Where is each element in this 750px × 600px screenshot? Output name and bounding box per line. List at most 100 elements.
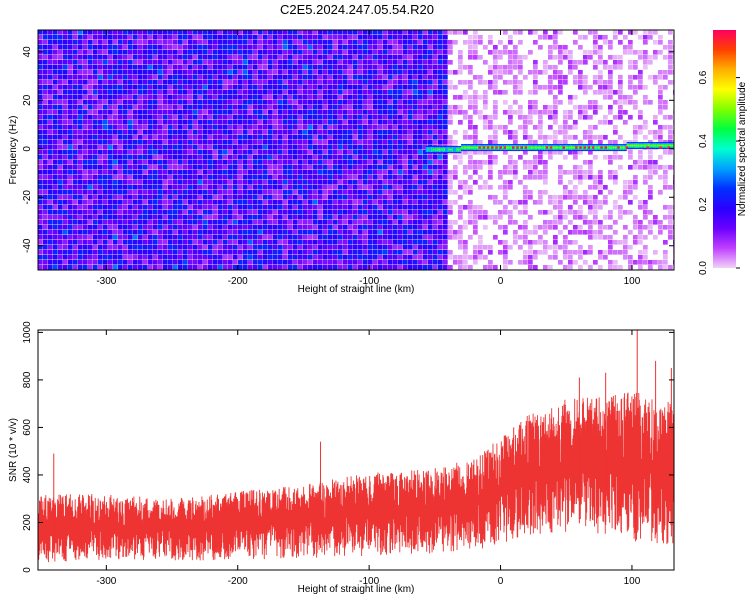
heatmap-cell (228, 200, 233, 205)
heatmap-cell (648, 260, 653, 265)
heatmap-cell (113, 205, 118, 210)
heatmap-cell (388, 145, 393, 150)
heatmap-cell (423, 100, 428, 105)
heatmap-cell (48, 65, 53, 70)
heatmap-cell (623, 95, 628, 100)
heatmap-cell (433, 220, 438, 225)
heatmap-cell (343, 120, 348, 125)
heatmap-cell (388, 225, 393, 230)
heatmap-cell (273, 175, 278, 180)
heatmap-cell (98, 260, 103, 265)
heatmap-cell (363, 105, 368, 110)
heatmap-cell (283, 210, 288, 215)
heatmap-cell (103, 220, 108, 225)
heatmap-cell (373, 100, 378, 105)
heatmap-cell (603, 85, 608, 90)
heatmap-cell (218, 120, 223, 125)
heatmap-cell (283, 165, 288, 170)
heatmap-cell (553, 120, 558, 125)
heatmap-cell (533, 240, 538, 245)
heatmap-cell (88, 135, 93, 140)
heatmap-cell (643, 175, 648, 180)
heatmap-cell (318, 70, 323, 75)
heatmap-cell (303, 255, 308, 260)
heatmap-cell (38, 150, 43, 155)
heatmap-cell (103, 190, 108, 195)
heatmap-cell (188, 45, 193, 50)
heatmap-cell (588, 105, 593, 110)
heatmap-cell (493, 45, 498, 50)
heatmap-cell (358, 125, 363, 130)
heatmap-cell (553, 105, 558, 110)
heatmap-cell (403, 150, 408, 155)
heatmap-cell (598, 105, 603, 110)
heatmap-cell (583, 215, 588, 220)
heatmap-cell (478, 210, 483, 215)
heatmap-cell (533, 255, 538, 260)
heatmap-cell (378, 55, 383, 60)
heatmap-cell (138, 30, 143, 35)
heatmap-cell (188, 60, 193, 65)
heatmap-cell (438, 80, 443, 85)
heatmap-cell (203, 45, 208, 50)
heatmap-cell (173, 115, 178, 120)
heatmap-cell (398, 195, 403, 200)
heatmap-cell (308, 80, 313, 85)
heatmap-cell (148, 200, 153, 205)
heatmap-cell (358, 195, 363, 200)
heatmap-cell (203, 110, 208, 115)
heatmap-cell (353, 130, 358, 135)
heatmap-cell (633, 65, 638, 70)
heatmap-cell (298, 185, 303, 190)
heatmap-cell (63, 185, 68, 190)
heatmap-cell (228, 135, 233, 140)
heatmap-cell (143, 230, 148, 235)
heatmap-cell (63, 140, 68, 145)
heatmap-cell (503, 125, 508, 130)
heatmap-cell (318, 210, 323, 215)
heatmap-cell (413, 255, 418, 260)
heatmap-cell (638, 230, 643, 235)
heatmap-cell (58, 185, 63, 190)
heatmap-cell (278, 215, 283, 220)
heatmap-cell (128, 50, 133, 55)
heatmap-cell (83, 220, 88, 225)
heatmap-cell (623, 100, 628, 105)
heatmap-cell (433, 105, 438, 110)
heatmap-cell (238, 50, 243, 55)
heatmap-cell (433, 135, 438, 140)
heatmap-cell (423, 80, 428, 85)
heatmap-cell (548, 220, 553, 225)
heatmap-cell (88, 235, 93, 240)
heatmap-cell (353, 230, 358, 235)
heatmap-cell (303, 185, 308, 190)
heatmap-cell (568, 205, 573, 210)
heatmap-cell (383, 140, 388, 145)
heatmap-cell (463, 40, 468, 45)
heatmap-cell (243, 60, 248, 65)
heatmap-cell (398, 125, 403, 130)
heatmap-cell (543, 175, 548, 180)
heatmap-cell (293, 125, 298, 130)
heatmap-cell (68, 115, 73, 120)
heatmap-cell (78, 60, 83, 65)
heatmap-cell (123, 165, 128, 170)
heatmap-cell (48, 125, 53, 130)
heatmap-cell (408, 125, 413, 130)
heatmap-cell (368, 110, 373, 115)
heatmap-cell (83, 170, 88, 175)
heatmap-cell (468, 120, 473, 125)
heatmap-cell (203, 155, 208, 160)
heatmap-cell (508, 165, 513, 170)
heatmap-cell (98, 130, 103, 135)
heatmap-cell (468, 220, 473, 225)
heatmap-cell (208, 90, 213, 95)
heatmap-cell (278, 55, 283, 60)
heatmap-cell (388, 130, 393, 135)
heatmap-cell (503, 185, 508, 190)
heatmap-cell (633, 195, 638, 200)
heatmap-cell (368, 255, 373, 260)
heatmap-cell (653, 75, 658, 80)
heatmap-cell (408, 240, 413, 245)
heatmap-cell (388, 250, 393, 255)
